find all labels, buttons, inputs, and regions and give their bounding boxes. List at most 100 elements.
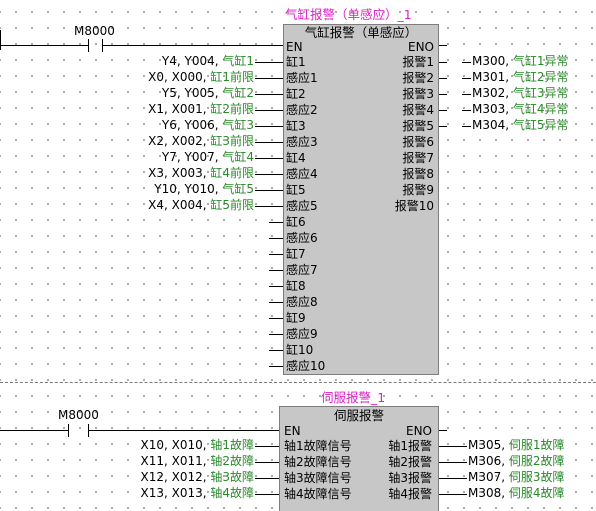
input-variable-label[interactable]: X10, X010, 轴1故障 (140, 438, 254, 453)
output-variable-label[interactable]: M301, 气缸2异常 (472, 70, 569, 85)
pin-wire (255, 110, 269, 111)
device-comment: 气缸3 (222, 118, 254, 132)
device-address: M306, (468, 454, 509, 468)
output-pin: 报警4 (402, 103, 434, 117)
pin-wire (462, 94, 471, 95)
pin-wire (255, 478, 279, 479)
output-variable-label[interactable]: M302, 气缸3异常 (472, 86, 569, 101)
block-title: 伺服报警 (333, 408, 384, 423)
device-comment: 轴3故障 (210, 470, 254, 484)
contact-left-bar[interactable] (88, 39, 89, 52)
rung-wire (102, 45, 283, 46)
pin-wire (269, 366, 283, 367)
rung-wire (0, 45, 88, 46)
pin-wire (269, 238, 283, 239)
output-variable-label[interactable]: M308, 伺服4故障 (468, 486, 565, 501)
pin-wire (269, 142, 283, 143)
device-address: X13, X013, (140, 486, 211, 500)
pin-wire (269, 174, 283, 175)
pin-wire (439, 62, 447, 63)
device-address: M303, (472, 102, 513, 116)
pin-wire (269, 94, 283, 95)
input-variable-label[interactable]: Y4, Y004, 气缸1 (162, 54, 254, 69)
input-pin: 缸8 (286, 279, 306, 293)
output-variable-label[interactable]: M307, 伺服3故障 (468, 470, 565, 485)
input-pin: 轴3故障信号 (284, 471, 352, 485)
device-comment: 缸2前限 (210, 102, 254, 116)
device-address: X12, X012, (140, 470, 211, 484)
device-comment: 气缸4异常 (512, 102, 569, 116)
device-address: M304, (472, 118, 513, 132)
device-address: M302, (472, 86, 513, 100)
pin-eno: ENO (407, 40, 434, 54)
output-variable-label[interactable]: M305, 伺服1故障 (468, 438, 565, 453)
input-variable-label[interactable]: X4, X004, 缸5前限 (148, 198, 254, 213)
input-pin: 感应2 (286, 103, 318, 117)
rung-wire (0, 430, 68, 431)
input-variable-label[interactable]: X1, X001, 缸2前限 (148, 102, 254, 117)
input-pin: 缸4 (286, 151, 306, 165)
device-comment: 伺服2故障 (508, 454, 565, 468)
pin-wire (439, 446, 467, 447)
contact-left-bar[interactable] (68, 424, 69, 437)
pin-wire (269, 350, 283, 351)
input-pin: 缸6 (286, 215, 306, 229)
fb-instance-name[interactable]: 气缸报警（单感应）_1 (285, 7, 412, 22)
pin-wire (255, 174, 269, 175)
device-comment: 气缸1异常 (512, 54, 569, 68)
output-variable-label[interactable]: M306, 伺服2故障 (468, 454, 565, 469)
input-variable-label[interactable]: Y6, Y006, 气缸3 (162, 118, 254, 133)
device-address: Y10, Y010, (154, 182, 223, 196)
input-pin: 缸9 (286, 311, 306, 325)
function-block-cylinder-alarm[interactable]: 气缸报警（单感应） EN ENO 缸1 感应1 缸2 感应2 缸3 感应3 缸4 感应4 缸5 感… (283, 24, 439, 375)
device-address: M307, (468, 470, 509, 484)
pin-wire (269, 254, 283, 255)
device-comment: 气缸4 (222, 150, 254, 164)
device-address: X0, X000, (148, 70, 211, 84)
device-comment: 气缸1 (222, 54, 254, 68)
pin-wire (269, 334, 283, 335)
device-comment: 缸5前限 (210, 198, 254, 212)
input-pin: 缸1 (286, 55, 306, 69)
input-variable-label[interactable]: X0, X000, 缸1前限 (148, 70, 254, 85)
device-address: X3, X003, (148, 166, 211, 180)
device-comment: 气缸5异常 (512, 118, 569, 132)
output-pin: 轴1报警 (388, 439, 432, 453)
output-variable-label[interactable]: M303, 气缸4异常 (472, 102, 569, 117)
device-comment: 伺服3故障 (508, 470, 565, 484)
pin-wire (255, 190, 269, 191)
pin-wire (462, 78, 471, 79)
input-pin: 轴4故障信号 (284, 487, 352, 501)
input-pin: 缸5 (286, 183, 306, 197)
output-pin: 报警9 (402, 183, 434, 197)
input-variable-label[interactable]: Y7, Y007, 气缸4 (162, 150, 254, 165)
input-variable-label[interactable]: X2, X002, 缸3前限 (148, 134, 254, 149)
contact-label: M8000 (58, 408, 99, 422)
input-variable-label[interactable]: X13, X013, 轴4故障 (140, 486, 254, 501)
fb-instance-name[interactable]: 伺服报警_1 (321, 390, 386, 405)
output-variable-label[interactable]: M300, 气缸1异常 (472, 54, 569, 69)
input-variable-label[interactable]: X12, X012, 轴3故障 (140, 470, 254, 485)
input-variable-label[interactable]: X3, X003, 缸4前限 (148, 166, 254, 181)
input-variable-label[interactable]: X11, X011, 轴2故障 (140, 454, 254, 469)
pin-wire (255, 494, 279, 495)
function-block-servo-alarm[interactable]: 伺服报警 EN ENO 轴1故障信号 轴2故障信号 轴3故障信号 轴4故障信号 轴1报警… (279, 406, 439, 511)
pin-wire (439, 110, 447, 111)
output-variable-label[interactable]: M304, 气缸5异常 (472, 118, 569, 133)
pin-eno: ENO (405, 424, 432, 438)
input-pin: 感应4 (286, 167, 318, 181)
input-variable-label[interactable]: Y10, Y010, 气缸5 (154, 182, 254, 197)
device-comment: 轴1故障 (210, 438, 254, 452)
device-address: Y5, Y005, (161, 86, 223, 100)
device-comment: 气缸2 (222, 86, 254, 100)
pin-wire (269, 190, 283, 191)
block-title: 气缸报警（单感应） (304, 25, 418, 40)
pin-wire (269, 126, 283, 127)
device-comment: 缸3前限 (210, 134, 254, 148)
output-pin: 轴3报警 (388, 471, 432, 485)
pin-wire (439, 478, 467, 479)
output-pin: 报警1 (402, 55, 434, 69)
input-variable-label[interactable]: Y5, Y005, 气缸2 (162, 86, 254, 101)
pin-wire (269, 206, 283, 207)
